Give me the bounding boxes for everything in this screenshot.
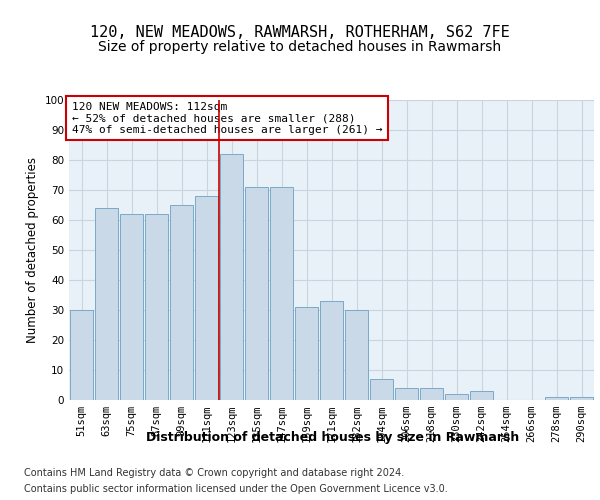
Bar — [269, 187, 293, 400]
Bar — [470, 391, 493, 400]
Bar — [70, 310, 94, 400]
Bar — [95, 208, 118, 400]
Bar — [194, 196, 218, 400]
Text: 120 NEW MEADOWS: 112sqm
← 52% of detached houses are smaller (288)
47% of semi-d: 120 NEW MEADOWS: 112sqm ← 52% of detache… — [71, 102, 382, 134]
Text: 120, NEW MEADOWS, RAWMARSH, ROTHERHAM, S62 7FE: 120, NEW MEADOWS, RAWMARSH, ROTHERHAM, S… — [90, 25, 510, 40]
Bar — [445, 394, 469, 400]
Bar — [419, 388, 443, 400]
Bar — [145, 214, 169, 400]
Text: Contains HM Land Registry data © Crown copyright and database right 2024.: Contains HM Land Registry data © Crown c… — [24, 468, 404, 477]
Bar — [545, 397, 568, 400]
Bar — [220, 154, 244, 400]
Bar — [170, 205, 193, 400]
Text: Size of property relative to detached houses in Rawmarsh: Size of property relative to detached ho… — [98, 40, 502, 54]
Bar — [395, 388, 418, 400]
Bar — [320, 301, 343, 400]
Y-axis label: Number of detached properties: Number of detached properties — [26, 157, 39, 343]
Bar — [344, 310, 368, 400]
Text: Distribution of detached houses by size in Rawmarsh: Distribution of detached houses by size … — [146, 431, 520, 444]
Bar — [569, 397, 593, 400]
Bar — [370, 379, 394, 400]
Bar — [119, 214, 143, 400]
Text: Contains public sector information licensed under the Open Government Licence v3: Contains public sector information licen… — [24, 484, 448, 494]
Bar — [295, 307, 319, 400]
Bar — [245, 187, 268, 400]
